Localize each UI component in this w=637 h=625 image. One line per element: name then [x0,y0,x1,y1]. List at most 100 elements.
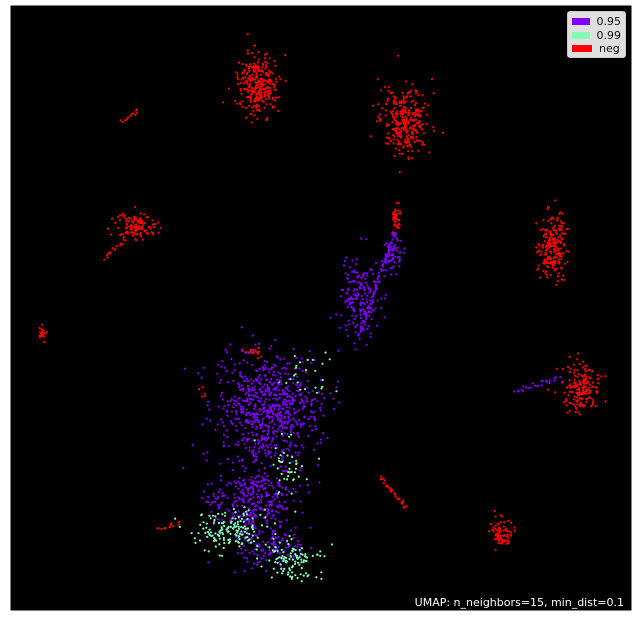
point-0.95 [232,379,235,382]
point-0.99 [291,558,294,561]
point-0.95 [270,345,273,348]
point-0.95 [256,553,259,557]
point-0.95 [279,358,282,361]
point-0.99 [278,459,281,463]
point-0.95 [252,454,255,457]
point-0.95 [253,385,256,388]
point-neg [542,227,545,231]
point-neg [558,225,561,228]
point-neg [409,143,412,146]
point-0.95 [209,419,212,422]
point-neg [499,542,503,545]
point-neg [578,388,581,391]
point-neg [133,232,136,235]
point-neg [394,493,397,496]
point-0.99 [290,470,293,474]
point-0.95 [384,293,387,296]
point-neg [271,72,274,75]
point-0.95 [248,478,251,481]
point-0.95 [225,484,228,487]
point-neg [547,388,550,391]
point-0.95 [250,503,253,506]
point-neg [414,111,417,114]
point-0.99 [239,520,242,523]
point-0.99 [275,558,278,561]
point-0.99 [202,527,205,530]
point-0.95 [263,393,266,397]
point-neg [553,237,556,240]
point-neg [548,230,551,233]
point-0.95 [352,321,355,324]
point-0.95 [268,484,271,487]
point-0.99 [252,540,255,543]
point-0.95 [268,387,271,390]
point-0.95 [258,381,261,384]
point-0.95 [282,390,285,393]
point-0.95 [259,400,262,403]
point-neg [140,227,143,230]
point-0.95 [254,427,258,430]
point-neg [391,128,394,131]
point-neg [496,522,499,525]
point-0.95 [257,447,261,450]
point-neg [554,261,557,264]
point-0.95 [363,323,366,326]
point-0.95 [365,313,368,316]
point-0.95 [231,468,234,472]
point-neg [407,114,410,117]
point-neg [535,251,538,254]
point-0.99 [302,560,305,564]
point-0.95 [283,426,286,429]
point-0.95 [287,490,291,493]
point-neg [411,135,414,139]
point-neg [402,144,405,147]
point-neg [261,83,264,86]
point-neg [134,113,137,117]
point-0.95 [548,381,551,385]
point-0.95 [267,404,270,407]
point-0.95 [205,500,208,503]
point-0.95 [302,446,305,449]
point-0.95 [240,388,243,391]
point-neg [106,256,109,259]
point-0.99 [234,525,237,528]
point-0.95 [275,378,278,381]
point-neg [261,63,265,66]
point-neg [255,103,258,106]
point-neg [131,231,134,234]
point-neg [557,236,560,239]
point-0.99 [279,454,282,457]
point-0.95 [286,553,289,556]
point-neg [126,118,129,121]
point-neg [600,375,603,378]
point-neg [561,212,564,215]
point-neg [394,495,397,498]
point-0.95 [239,405,242,408]
point-neg [273,86,276,89]
point-0.95 [254,403,257,406]
point-0.95 [253,502,256,505]
point-0.95 [355,258,358,261]
point-neg [268,57,271,60]
point-0.99 [234,511,237,514]
point-neg [561,225,564,228]
point-0.95 [257,474,261,477]
point-0.99 [321,378,324,382]
point-0.95 [531,382,535,385]
point-neg [542,262,545,265]
point-neg [513,529,516,532]
point-0.95 [261,386,264,389]
point-0.95 [254,477,257,480]
point-neg [576,399,579,402]
point-0.99 [277,492,280,495]
point-0.95 [310,546,313,549]
point-0.95 [352,280,355,283]
point-0.99 [300,580,303,583]
point-0.95 [544,379,548,382]
point-neg [249,348,252,351]
point-0.95 [282,439,285,442]
point-neg [250,112,253,115]
point-0.95 [338,401,341,404]
point-0.95 [231,461,234,464]
point-neg [404,115,407,118]
